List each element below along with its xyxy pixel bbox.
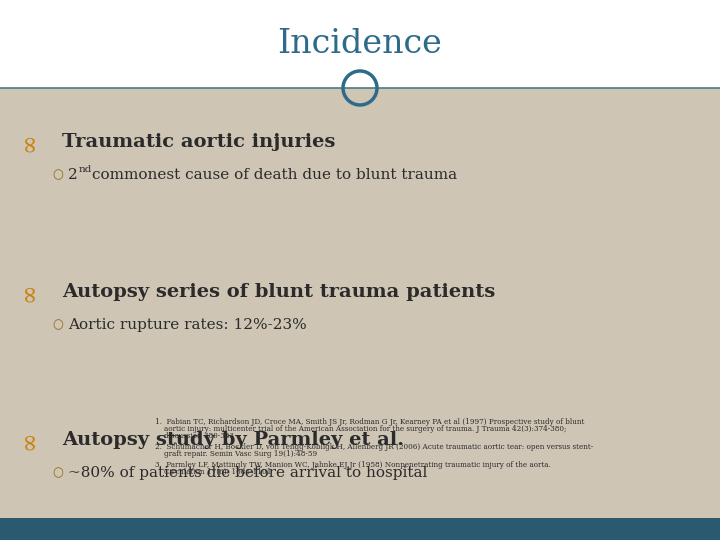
Text: ○: ○ bbox=[52, 168, 63, 181]
Text: Autopsy study by Parmley et al.: Autopsy study by Parmley et al. bbox=[62, 431, 404, 449]
Text: graft repair. Semin Vasc Surg 19(1):48-59: graft repair. Semin Vasc Surg 19(1):48-5… bbox=[155, 450, 317, 458]
Text: Circulation 17(6): 1086-1101: Circulation 17(6): 1086-1101 bbox=[155, 468, 271, 476]
Text: Aortic rupture rates: 12%-23%: Aortic rupture rates: 12%-23% bbox=[68, 318, 307, 332]
Text: discussion 380-383: discussion 380-383 bbox=[155, 432, 234, 440]
Text: ∞: ∞ bbox=[18, 430, 41, 450]
Text: ○: ○ bbox=[52, 467, 63, 480]
Text: 2: 2 bbox=[68, 168, 78, 182]
Text: ∞: ∞ bbox=[18, 282, 41, 302]
Text: Autopsy series of blunt trauma patients: Autopsy series of blunt trauma patients bbox=[62, 283, 495, 301]
Text: ~80% of patients die before arrival to hospital: ~80% of patients die before arrival to h… bbox=[68, 466, 428, 480]
Text: aortic injury: multicenter trial of the American Association for the surgery of : aortic injury: multicenter trial of the … bbox=[155, 425, 567, 433]
Text: ∞: ∞ bbox=[18, 132, 41, 152]
Bar bbox=[0, 518, 720, 540]
Text: 2.  Schumacher H, Bockler D, von Tengg-Kobligk H, Allenberg JR (2006) Acute trau: 2. Schumacher H, Bockler D, von Tengg-Ko… bbox=[155, 443, 593, 451]
Bar bbox=[0, 0, 720, 88]
Text: 1.  Fabian TC, Richardson JD, Croce MA, Smith JS Jr, Rodman G Jr, Kearney PA et : 1. Fabian TC, Richardson JD, Croce MA, S… bbox=[155, 418, 585, 426]
Text: Traumatic aortic injuries: Traumatic aortic injuries bbox=[62, 133, 336, 151]
Text: commonest cause of death due to blunt trauma: commonest cause of death due to blunt tr… bbox=[92, 168, 457, 182]
Text: 3.  Parmley LF, Mattingly TW, Manion WC, Jahnke EJ Jr (1958) Nonpenetrating trau: 3. Parmley LF, Mattingly TW, Manion WC, … bbox=[155, 461, 551, 469]
Text: Incidence: Incidence bbox=[278, 28, 442, 60]
Text: ○: ○ bbox=[52, 319, 63, 332]
Text: nd: nd bbox=[79, 165, 92, 173]
